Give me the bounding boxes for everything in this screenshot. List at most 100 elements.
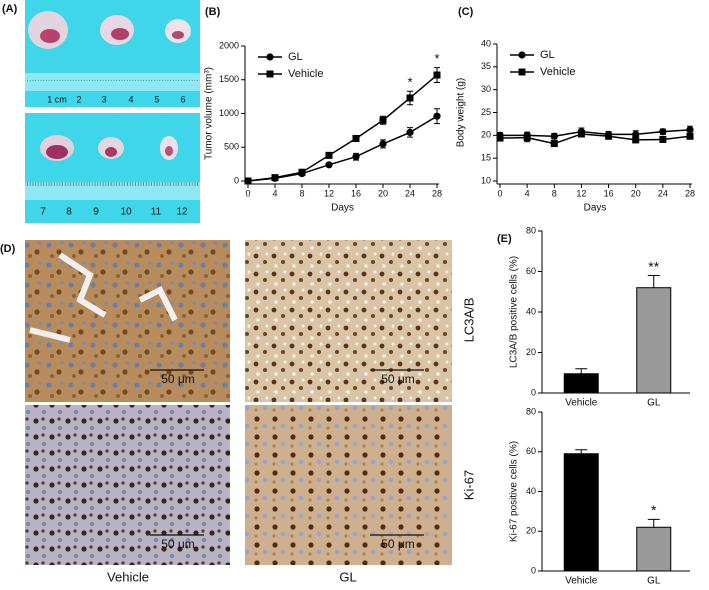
ruler-label: 1 cm xyxy=(47,94,67,104)
marker xyxy=(632,130,640,139)
y-tick-label: 30 xyxy=(481,84,491,94)
marker xyxy=(550,132,558,140)
panel-label: (B) xyxy=(205,6,221,18)
y-axis-label: Tumor volume (mm³) xyxy=(204,67,215,160)
x-axis-label: Days xyxy=(584,203,607,214)
x-tick-label: 16 xyxy=(604,188,614,198)
marker xyxy=(379,116,387,124)
x-tick-label: 8 xyxy=(552,188,557,198)
bar xyxy=(563,373,599,394)
ruler-label: 10 xyxy=(120,207,132,218)
scale-bar-label: 50 μm xyxy=(161,537,195,551)
y-tick-label: 0 xyxy=(531,387,536,397)
error-bar xyxy=(575,368,588,374)
marker xyxy=(244,177,252,185)
y-tick-label: 80 xyxy=(526,225,536,235)
marker xyxy=(518,68,526,76)
panel-label: (A) xyxy=(2,3,18,15)
x-tick-label: 0 xyxy=(497,188,502,198)
tumor-photos xyxy=(25,0,200,223)
y-axis-label: Ki-67 positive cells (%) xyxy=(509,441,520,542)
column-label: Vehicle xyxy=(107,569,149,584)
marker xyxy=(518,51,526,59)
panel-label: (D) xyxy=(0,243,16,255)
x-tick-label: GL xyxy=(647,576,661,587)
marker xyxy=(266,53,274,61)
ruler-label: 9 xyxy=(93,207,99,218)
ruler-label: 11 xyxy=(151,207,162,218)
ruler-label: 12 xyxy=(176,207,188,218)
y-tick-label: 40 xyxy=(481,38,491,48)
y-axis-label: Body weight (g) xyxy=(456,78,467,147)
error-bar xyxy=(647,275,660,288)
marker xyxy=(496,134,504,142)
x-tick-label: 4 xyxy=(525,188,530,198)
row-label: LC3A/B xyxy=(461,298,476,343)
panel-label: (C) xyxy=(458,6,474,18)
annotation: ** xyxy=(648,258,659,274)
x-tick-label: 12 xyxy=(324,188,334,198)
marker xyxy=(433,71,441,79)
x-tick-label: 20 xyxy=(378,188,388,198)
marker xyxy=(605,132,613,140)
marker xyxy=(523,134,531,142)
y-tick-label: 20 xyxy=(526,347,536,357)
annotation: * xyxy=(407,75,412,90)
series-line xyxy=(247,115,438,182)
marker xyxy=(433,112,441,120)
y-tick-label: 500 xyxy=(224,142,239,152)
marker xyxy=(632,136,640,144)
scale-bar-label: 50 μm xyxy=(381,372,415,386)
x-tick-label: 28 xyxy=(432,188,442,198)
legend-label: Vehicle xyxy=(288,68,323,80)
y-tick-label: 15 xyxy=(481,153,491,163)
y-tick-label: 20 xyxy=(481,130,491,140)
y-tick-label: 40 xyxy=(526,306,536,316)
x-tick-label: 4 xyxy=(272,188,277,198)
marker xyxy=(406,128,414,136)
error-bar xyxy=(647,518,660,528)
ruler-label: 3 xyxy=(101,94,106,104)
bar xyxy=(563,453,599,572)
panel-label: (E) xyxy=(497,233,512,245)
y-tick-label: 25 xyxy=(481,107,491,117)
x-tick-label: 24 xyxy=(405,188,415,198)
ruler-label: 6 xyxy=(180,94,185,104)
bar xyxy=(636,526,672,572)
ruler-label: 5 xyxy=(154,94,159,104)
x-tick-label: 28 xyxy=(685,188,695,198)
scale-bar-label: 50 μm xyxy=(381,537,415,551)
x-tick-label: Vehicle xyxy=(565,398,598,409)
y-tick-label: 20 xyxy=(526,526,536,536)
y-axis-label: LC3A/B positive cells (%) xyxy=(509,256,520,368)
ihc-images xyxy=(25,240,452,565)
series-line xyxy=(499,133,691,145)
x-tick-label: 20 xyxy=(631,188,641,198)
legend-label: Vehicle xyxy=(540,66,575,78)
marker xyxy=(406,94,414,102)
legend-label: GL xyxy=(540,49,555,61)
y-tick-label: 2000 xyxy=(219,40,239,50)
x-tick-label: 0 xyxy=(245,188,250,198)
marker xyxy=(659,128,667,136)
annotation: * xyxy=(651,502,657,518)
y-tick-label: 1000 xyxy=(219,108,239,118)
row-label: Ki-67 xyxy=(461,470,476,500)
ruler-label: 8 xyxy=(66,207,72,218)
x-tick-label: 24 xyxy=(658,188,668,198)
marker xyxy=(352,153,360,161)
column-label: GL xyxy=(339,569,356,584)
y-tick-label: 60 xyxy=(526,446,536,456)
marker xyxy=(577,130,585,138)
marker xyxy=(266,70,274,78)
marker xyxy=(659,135,667,143)
x-tick-label: GL xyxy=(647,398,661,409)
legend-label: GL xyxy=(288,51,303,63)
series-line xyxy=(500,129,691,137)
x-tick-label: 8 xyxy=(299,188,304,198)
marker xyxy=(325,151,333,159)
ruler-label: 4 xyxy=(128,94,133,104)
y-tick-label: 10 xyxy=(481,175,491,185)
y-tick-label: 1500 xyxy=(219,74,239,84)
